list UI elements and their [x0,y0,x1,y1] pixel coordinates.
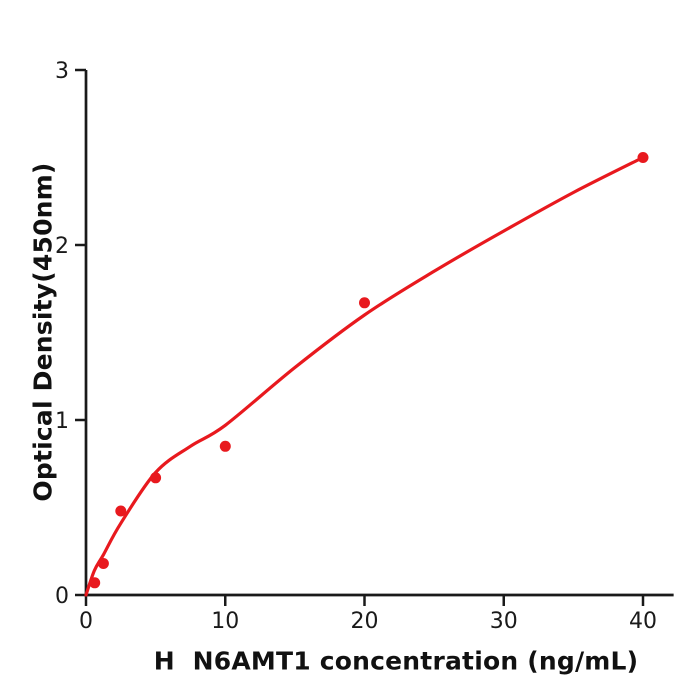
x-tick-label: 20 [351,609,379,634]
data-point [89,577,101,589]
data-point [359,297,370,309]
data-point [150,472,162,484]
x-axis-title: H N6AMT1 concentration (ng/mL) [153,646,639,676]
y-axis-title: Optical Density(450nm) [28,162,58,502]
data-point [219,440,231,452]
y-tick-label: 0 [55,584,69,609]
x-tick-label: 30 [490,609,518,634]
y-tick-label: 1 [55,409,69,434]
x-tick-label: 40 [629,609,657,634]
data-point [115,505,127,517]
y-tick-label: 2 [55,234,69,259]
data-point [637,152,649,163]
x-tick-label: 10 [211,609,239,634]
fit-curve [84,155,645,597]
data-point [97,558,109,569]
axis-spines [84,70,674,597]
y-tick-label: 3 [55,59,69,84]
x-tick-label: 0 [79,609,93,634]
